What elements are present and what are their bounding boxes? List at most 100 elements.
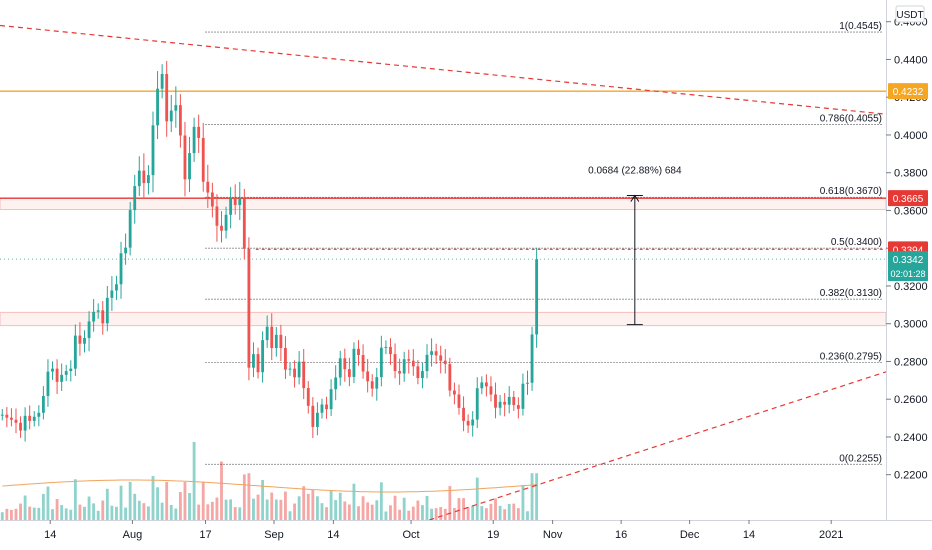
candle-body	[535, 259, 539, 335]
volume-bar	[133, 493, 137, 520]
volume-bar	[393, 495, 397, 520]
candle-body	[389, 346, 392, 355]
time-tick-label: 2021	[819, 529, 843, 541]
candle-body	[174, 105, 178, 111]
volume-bar	[142, 503, 146, 520]
volume-bar	[247, 473, 251, 520]
candle-body	[457, 394, 461, 408]
time-tick-label: Nov	[543, 529, 563, 541]
volume-bar	[462, 498, 465, 520]
candle-body	[434, 351, 438, 356]
volume-bar	[503, 509, 507, 520]
volume-bar	[274, 499, 278, 520]
volume-bar	[238, 507, 242, 520]
zone-1	[0, 311, 887, 327]
candles-layer	[0, 60, 539, 442]
volume-bar	[384, 511, 388, 520]
volume-bar	[41, 493, 45, 520]
candle-body	[151, 125, 155, 176]
candle-body	[494, 394, 497, 408]
candle-body	[334, 377, 338, 390]
volume-bar	[398, 509, 402, 520]
volume-bar	[366, 502, 370, 520]
volume-bar	[357, 506, 360, 520]
fib-level-label: 0(0.2255)	[839, 453, 882, 464]
candle-body	[197, 126, 201, 138]
price-tag-label: 0.3665	[893, 194, 924, 205]
volume-bar	[521, 485, 525, 520]
price-tick-label: 0.3200	[894, 281, 928, 293]
candle-body	[265, 326, 269, 341]
time-tick-label: Oct	[402, 529, 419, 541]
volume-bar	[293, 503, 296, 520]
candle-body	[5, 414, 9, 418]
candle-body	[489, 386, 493, 395]
price-tick-label: 0.3000	[894, 319, 928, 331]
volume-bar	[105, 488, 109, 520]
volume-bar	[169, 504, 173, 520]
volume-bar	[206, 504, 210, 520]
candle-body	[60, 374, 64, 382]
volume-bar	[338, 492, 342, 520]
volume-bar	[334, 500, 338, 520]
volume-bar	[0, 512, 4, 520]
volume-bar	[512, 503, 516, 520]
volume-bar	[407, 510, 411, 520]
volume-bar	[115, 506, 118, 520]
time-tick-label: 19	[487, 529, 499, 541]
volume-bar	[83, 506, 86, 520]
volume-bar	[421, 505, 424, 520]
volume-bar	[498, 505, 502, 520]
price-tag	[888, 83, 928, 100]
volume-bar	[64, 508, 68, 520]
candle-body	[530, 334, 534, 383]
candle-body	[352, 348, 356, 377]
candle-body	[407, 359, 411, 361]
volume-bar	[530, 473, 534, 520]
currency-badge[interactable]: USDT	[895, 5, 925, 23]
candle-body	[256, 354, 260, 373]
candle-body	[156, 88, 159, 126]
trendline[interactable]	[429, 371, 887, 521]
price-tag-label: 0.3394	[893, 245, 924, 256]
zones-layer	[0, 197, 887, 327]
measure-arrow	[630, 194, 640, 202]
volume-bar	[484, 508, 488, 520]
volume-bar	[448, 486, 452, 520]
volume-bar	[188, 493, 191, 520]
trendline[interactable]	[0, 24, 887, 115]
volume-bar	[425, 495, 429, 520]
candle-body	[41, 395, 45, 413]
volume-bar	[516, 508, 520, 520]
candle-body	[220, 225, 223, 231]
time-tick-label: 14	[44, 529, 56, 541]
volume-bar	[261, 479, 265, 520]
candle-body	[105, 297, 109, 324]
volume-bar	[229, 499, 233, 520]
volume-bar	[197, 504, 201, 520]
volume-bar	[37, 507, 41, 520]
candle-body	[51, 368, 54, 372]
time-tick-label: 14	[327, 529, 339, 541]
volume-bar	[128, 481, 132, 520]
candle-body	[279, 334, 283, 349]
candle-body	[46, 371, 50, 396]
volume-bar	[352, 483, 356, 520]
candle-body	[188, 153, 191, 180]
volume-bar	[325, 507, 328, 520]
candle-body	[133, 186, 137, 211]
candle-body	[361, 355, 365, 372]
trendlines-layer	[0, 24, 887, 521]
volume-bar	[329, 490, 333, 520]
volume-bar	[55, 499, 59, 520]
candle-body	[147, 175, 150, 184]
volume-bar	[361, 496, 365, 520]
candle-body	[498, 401, 502, 408]
candle-body	[19, 422, 22, 431]
volume-bar	[402, 497, 406, 520]
volume-bar	[192, 442, 196, 520]
price-tick-label: 0.2200	[894, 470, 928, 482]
candle-body	[503, 401, 507, 405]
time-axis[interactable]: 14 Aug 17 Sep 14 Oct 19 Nov 16 Dec 14 2021	[44, 520, 843, 541]
